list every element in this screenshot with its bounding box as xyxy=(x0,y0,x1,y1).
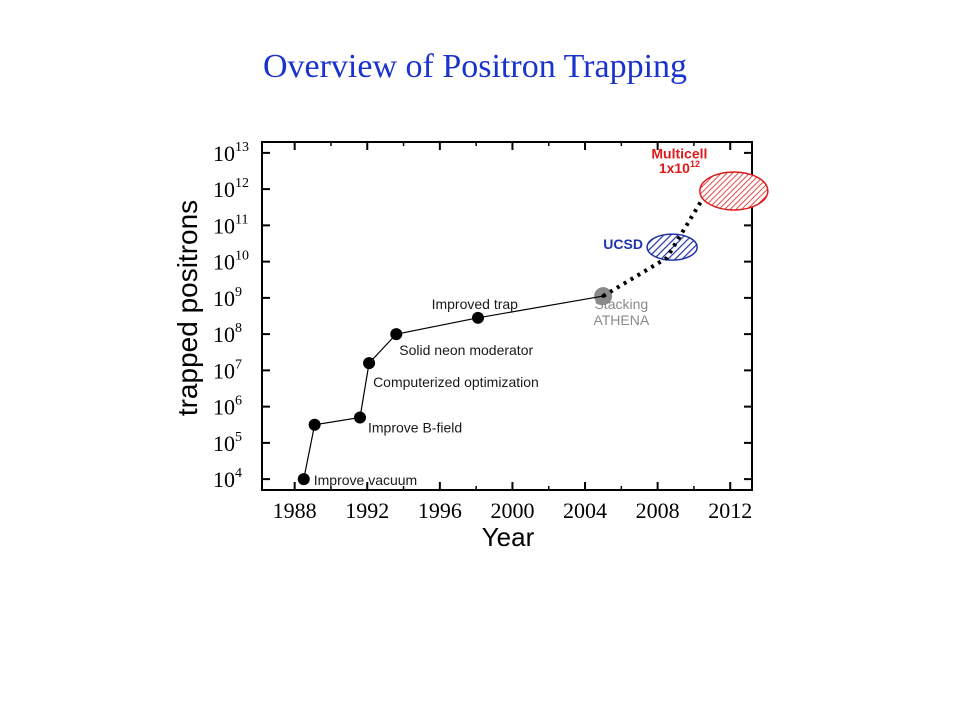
data-point xyxy=(471,311,484,324)
y-tick-exponent: 9 xyxy=(235,285,242,300)
region-markers xyxy=(594,171,769,306)
x-tick-label: 1996 xyxy=(418,498,462,523)
x-tick-label: 2004 xyxy=(563,498,607,523)
series-lines xyxy=(303,197,705,480)
x-tick-label: 1992 xyxy=(345,498,389,523)
data-label: Improved trap xyxy=(432,296,519,312)
data-label: Computerized optimization xyxy=(373,374,539,390)
y-tick-label: 108 xyxy=(213,321,242,347)
annotation-label: Multicell xyxy=(651,145,707,161)
x-tick-label: 2012 xyxy=(708,498,752,523)
y-tick-label: 1013 xyxy=(213,140,249,166)
data-points xyxy=(297,294,605,486)
annotation-label: Stacking xyxy=(594,296,648,312)
data-label: Solid neon moderator xyxy=(399,342,533,358)
annotation-label: 1x1012 xyxy=(659,159,700,176)
y-tick-exponent: 12 xyxy=(235,176,249,191)
y-tick-label: 106 xyxy=(213,394,242,420)
y-axis-label: trapped positrons xyxy=(172,200,203,416)
projection-dotted-line xyxy=(602,197,705,298)
y-tick-exponent: 7 xyxy=(235,357,242,372)
y-tick-label: 104 xyxy=(213,466,242,492)
x-axis-label: Year xyxy=(482,522,535,552)
y-tick-label: 105 xyxy=(213,430,242,456)
y-tick-exponent: 10 xyxy=(235,249,249,264)
x-tick-label: 2000 xyxy=(490,498,534,523)
point-labels: Improve vacuum Improve B-field Computerize… xyxy=(314,296,539,488)
annotation-exponent: 12 xyxy=(690,159,700,169)
data-point xyxy=(297,473,310,486)
page-title: Overview of Positron Trapping xyxy=(262,48,688,85)
ucsd-ellipse xyxy=(646,233,698,261)
x-tick-label: 2008 xyxy=(636,498,680,523)
y-tick-label: 109 xyxy=(213,285,242,311)
y-tick-label: 1011 xyxy=(213,212,248,238)
y-tick-exponent: 5 xyxy=(235,430,242,445)
annotation-label: ATHENA xyxy=(593,312,649,328)
y-tick-exponent: 4 xyxy=(235,466,242,481)
data-label: Improve vacuum xyxy=(314,472,417,488)
data-point xyxy=(363,357,376,370)
data-point xyxy=(354,411,366,424)
y-tick-exponent: 13 xyxy=(235,140,249,155)
data-point xyxy=(390,328,403,341)
y-tick-label: 1012 xyxy=(213,176,249,202)
plot-frame xyxy=(261,141,753,491)
y-tick-label: 1010 xyxy=(213,249,249,275)
annotation-label: UCSD xyxy=(603,236,643,252)
y-tick-exponent: 11 xyxy=(235,212,248,227)
data-point xyxy=(601,294,605,298)
x-axis-ticks: 1988 1992 1996 2000 2004 2008 2012 xyxy=(273,142,752,523)
data-label: Improve B-field xyxy=(368,420,462,436)
x-tick-label: 1988 xyxy=(273,498,317,523)
y-tick-label: 107 xyxy=(213,357,242,383)
multicell-ellipse xyxy=(699,171,769,211)
y-tick-exponent: 6 xyxy=(235,394,242,409)
y-tick-exponent: 8 xyxy=(235,321,242,336)
data-point xyxy=(308,418,321,431)
